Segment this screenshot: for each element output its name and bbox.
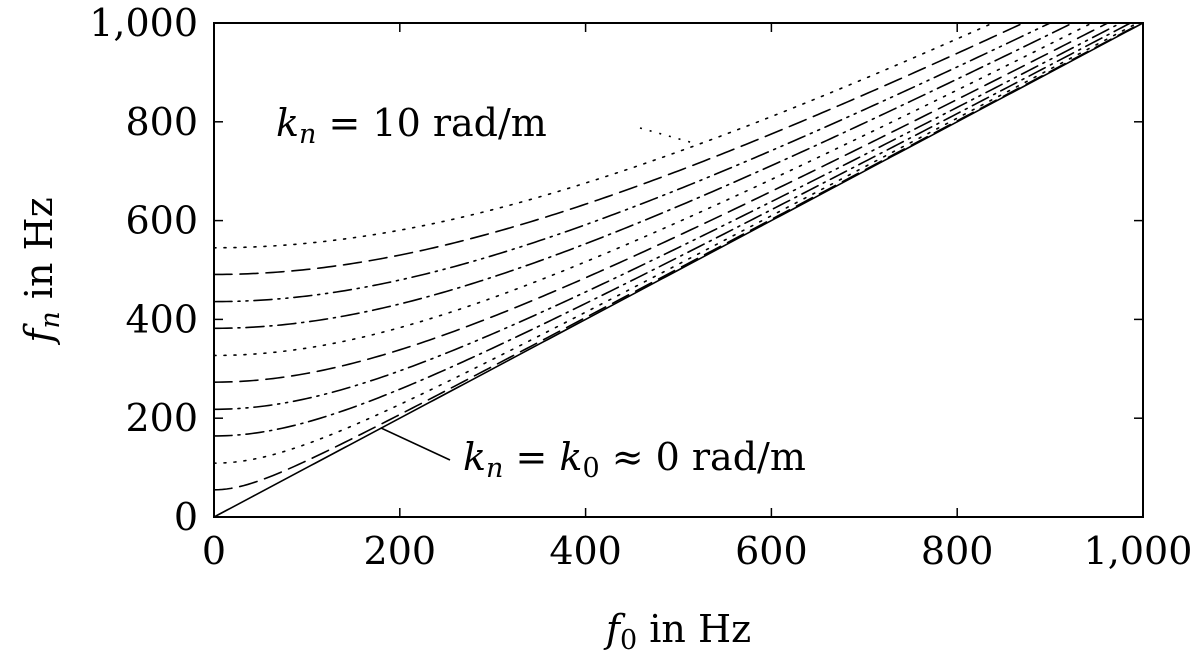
y-axis-label: fn in Hz <box>17 197 66 345</box>
series-line-k1 <box>214 23 1143 491</box>
annotations-group: kn = 10 rad/m kn = k0 ≈ 0 rad/m <box>276 101 806 484</box>
x-tick-label: 200 <box>364 529 437 573</box>
series-line-k9 <box>214 23 1026 276</box>
y-tick-label: 1,000 <box>89 1 198 45</box>
series-line-k3 <box>214 23 1133 437</box>
series-line-k6 <box>214 23 1094 357</box>
series-line-k10 <box>214 23 995 249</box>
y-tick-label: 600 <box>125 199 198 243</box>
plot-frame <box>213 22 1144 518</box>
series-line-k7 <box>214 23 1075 330</box>
y-tick-label: 0 <box>174 495 198 539</box>
series-line-k8 <box>214 23 1052 303</box>
annotation-top: kn = 10 rad/m <box>276 101 547 150</box>
y-tick-label: 800 <box>125 100 198 144</box>
x-tick-label: 0 <box>202 529 226 573</box>
tick-labels-group: 0 200 400 600 800 1,000 0 200 400 600 800 1,000 <box>89 1 1192 573</box>
x-tick-label: 1,000 <box>1084 529 1193 573</box>
x-axis-label-rest: in Hz <box>637 607 751 651</box>
x-axis-label: f0 in Hz <box>603 607 751 656</box>
y-axis-label-rest: in Hz <box>17 197 61 311</box>
annotation-top-pointer <box>639 127 698 145</box>
annotation-bottom: kn = k0 ≈ 0 rad/m <box>463 435 806 484</box>
x-axis-label-sub: 0 <box>620 625 637 656</box>
x-tick-label: 800 <box>921 529 994 573</box>
y-tick-label: 400 <box>125 297 198 341</box>
curves-group <box>214 23 1143 517</box>
series-line-k4 <box>214 23 1123 411</box>
ticks-group <box>213 22 1144 518</box>
series-line-k5 <box>214 23 1110 383</box>
series-line-k2 <box>214 23 1140 464</box>
x-tick-label: 400 <box>549 529 622 573</box>
x-tick-label: 600 <box>735 529 808 573</box>
y-axis-label-sub: n <box>35 311 66 328</box>
y-tick-label: 200 <box>125 396 198 440</box>
annotation-bottom-pointer <box>380 427 451 461</box>
